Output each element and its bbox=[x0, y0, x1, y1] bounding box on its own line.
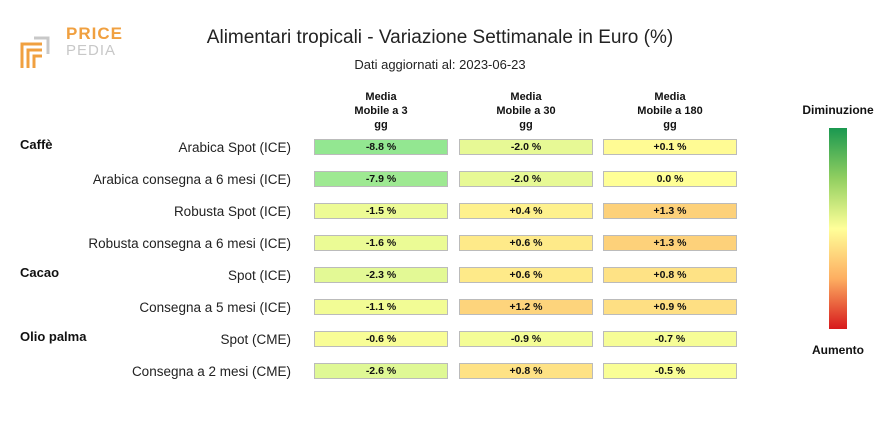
logo-mark-icon bbox=[20, 36, 50, 68]
row-label: Spot (ICE) bbox=[227, 268, 291, 283]
column-header-line: Mobile a 30 bbox=[496, 105, 556, 117]
logo-text-price: PRICE bbox=[66, 24, 123, 43]
value-cell: -0.5 % bbox=[603, 363, 737, 379]
value-cell: +0.6 % bbox=[459, 235, 593, 251]
value-cell: 0.0 % bbox=[603, 171, 737, 187]
value-cell: +0.1 % bbox=[603, 139, 737, 155]
value-cell: -0.9 % bbox=[459, 331, 593, 347]
row-label: Arabica Spot (ICE) bbox=[178, 140, 291, 155]
row-label: Robusta Spot (ICE) bbox=[173, 204, 291, 219]
row-label: Consegna a 2 mesi (CME) bbox=[131, 364, 291, 379]
value-cell: +1.3 % bbox=[603, 235, 737, 251]
column-header-line: Mobile a 3 bbox=[354, 105, 408, 117]
column-header-line: Media bbox=[654, 91, 686, 103]
color-scale-bar bbox=[829, 128, 847, 329]
value-cell: -7.9 % bbox=[314, 171, 448, 187]
logo-text-pedia: PEDIA bbox=[66, 42, 117, 59]
column-header-line: gg bbox=[374, 119, 388, 131]
column-header-line: Media bbox=[510, 91, 542, 103]
value-cell: +1.3 % bbox=[603, 203, 737, 219]
value-cell: +1.2 % bbox=[459, 299, 593, 315]
value-cell: +0.4 % bbox=[459, 203, 593, 219]
column-header-line: gg bbox=[519, 119, 533, 131]
group-label: Olio palma bbox=[20, 329, 87, 344]
column-header: Media Mobile a 3 gg bbox=[319, 90, 443, 132]
column-header-line: Media bbox=[365, 91, 397, 103]
value-cell: -8.8 % bbox=[314, 139, 448, 155]
legend-top-label: Diminuzione bbox=[802, 103, 874, 117]
row-label: Spot (CME) bbox=[220, 332, 291, 347]
value-cell: +0.6 % bbox=[459, 267, 593, 283]
column-header: Media Mobile a 180 gg bbox=[608, 90, 732, 132]
column-header-line: gg bbox=[663, 119, 677, 131]
group-label: Cacao bbox=[20, 265, 60, 280]
value-cell: -2.0 % bbox=[459, 171, 593, 187]
value-cell: +0.9 % bbox=[603, 299, 737, 315]
value-cell: -1.5 % bbox=[314, 203, 448, 219]
value-cell: -1.6 % bbox=[314, 235, 448, 251]
value-cell: -0.6 % bbox=[314, 331, 448, 347]
value-cell: -0.7 % bbox=[603, 331, 737, 347]
value-cell: -2.3 % bbox=[314, 267, 448, 283]
column-header-line: Mobile a 180 bbox=[637, 105, 703, 117]
value-cell: +0.8 % bbox=[459, 363, 593, 379]
row-label: Consegna a 5 mesi (ICE) bbox=[139, 300, 291, 315]
value-cell: +0.8 % bbox=[603, 267, 737, 283]
chart-title: Alimentari tropicali - Variazione Settim… bbox=[206, 27, 674, 48]
value-cell: -1.1 % bbox=[314, 299, 448, 315]
value-cell: -2.6 % bbox=[314, 363, 448, 379]
group-label: Caffè bbox=[20, 137, 53, 152]
column-header: Media Mobile a 30 gg bbox=[464, 90, 588, 132]
pricepedia-logo: PRICE PEDIA bbox=[20, 24, 130, 74]
value-cell: -2.0 % bbox=[459, 139, 593, 155]
row-label: Arabica consegna a 6 mesi (ICE) bbox=[92, 172, 291, 187]
chart-subtitle: Dati aggiornati al: 2023-06-23 bbox=[354, 57, 526, 72]
row-label: Robusta consegna a 6 mesi (ICE) bbox=[88, 236, 291, 251]
legend-bottom-label: Aumento bbox=[812, 343, 864, 357]
